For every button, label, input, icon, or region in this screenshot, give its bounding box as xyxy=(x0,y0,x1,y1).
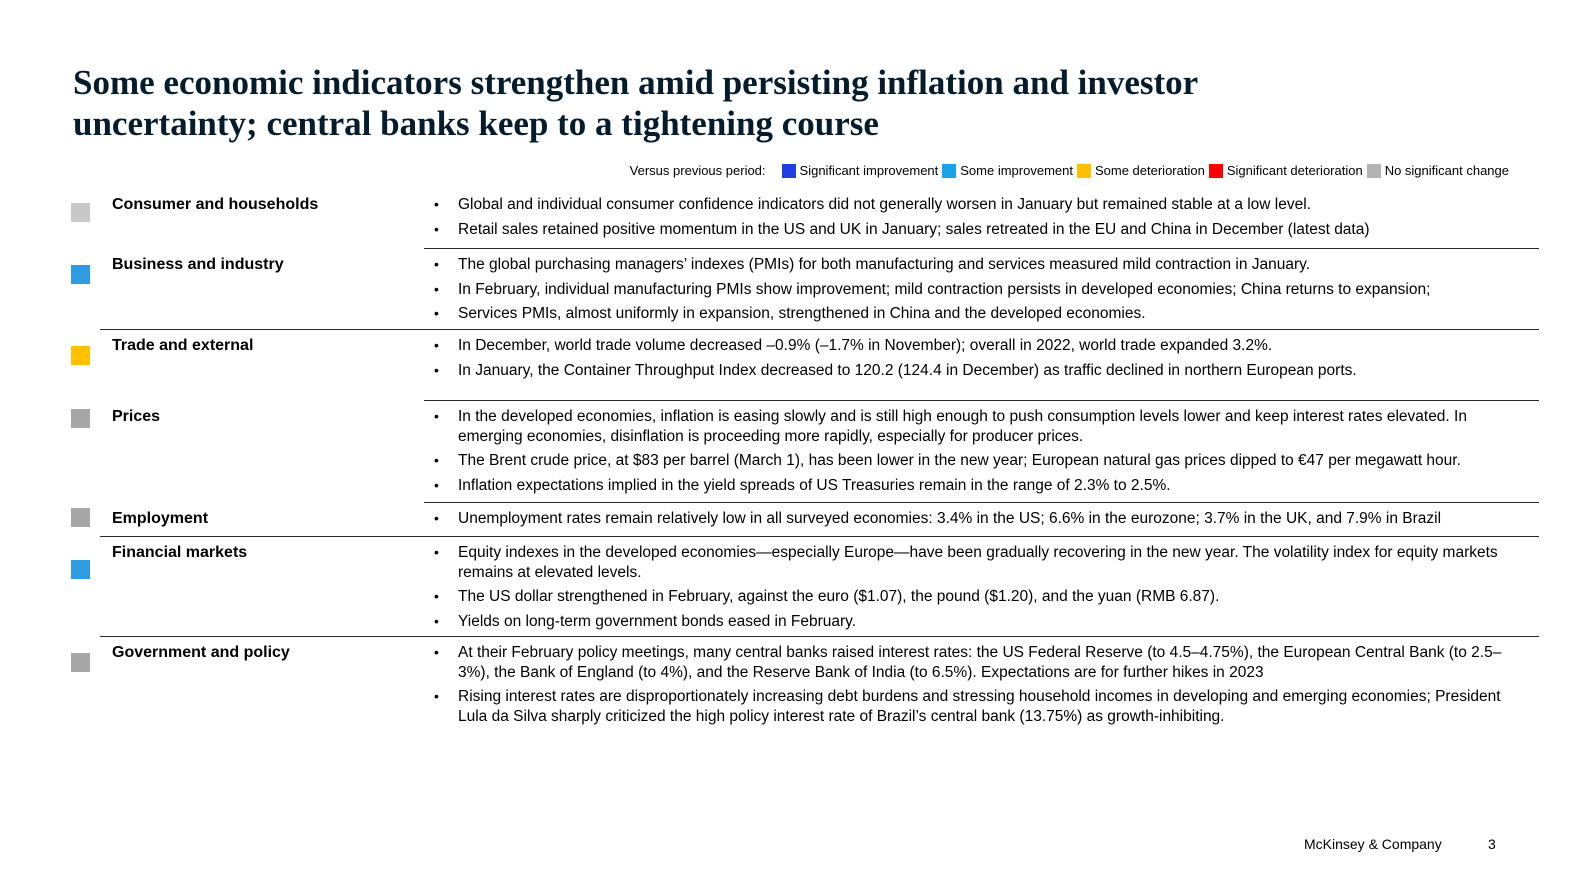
list-item: • Equity indexes in the developed economi… xyxy=(434,543,1524,582)
bullet-list: • The global purchasing managers’ indexes… xyxy=(434,255,1524,329)
bullet-list: • Equity indexes in the developed economi… xyxy=(434,543,1524,636)
category-label: Financial markets xyxy=(112,544,248,561)
bullet-icon: • xyxy=(434,196,439,212)
legend-label: Some deterioration xyxy=(1094,163,1205,178)
legend-label: Significant improvement xyxy=(799,163,939,178)
bullet-text: Rising interest rates are disproportiona… xyxy=(458,688,1501,725)
legend-swatch-icon xyxy=(1366,163,1381,178)
bullet-list: • In December, world trade volume decreas… xyxy=(434,336,1524,385)
bullet-icon: • xyxy=(434,544,439,560)
bullet-text: Retail sales retained positive momentum … xyxy=(458,220,1370,238)
bullet-icon: • xyxy=(434,408,439,424)
divider xyxy=(424,248,1539,249)
list-item: • Unemployment rates remain relatively lo… xyxy=(434,509,1524,529)
category-label: Consumer and households xyxy=(112,196,319,213)
bullet-icon: • xyxy=(434,688,439,704)
bullet-list: • At their February policy meetings, many… xyxy=(434,643,1524,731)
bullet-text: Inflation expectations implied in the yi… xyxy=(458,476,1171,494)
bullet-list: • In the developed economies, inflation i… xyxy=(434,407,1524,500)
list-item: • Rising interest rates are disproportion… xyxy=(434,687,1524,726)
status-indicator-icon xyxy=(71,409,90,428)
divider xyxy=(100,536,1539,537)
divider xyxy=(424,502,1539,503)
status-indicator-icon xyxy=(71,265,90,284)
bullet-icon: • xyxy=(434,337,439,353)
bullet-icon: • xyxy=(434,510,439,526)
bullet-icon: • xyxy=(434,452,439,468)
bullet-icon: • xyxy=(434,220,439,237)
title-line-1: Some economic indicators strengthen amid… xyxy=(73,63,1199,102)
bullet-text: The Brent crude price, at $83 per barrel… xyxy=(458,452,1461,469)
list-item: • In February, individual manufacturing P… xyxy=(434,280,1524,300)
status-indicator-icon xyxy=(71,653,90,672)
bullet-text: At their February policy meetings, many … xyxy=(458,644,1502,681)
status-indicator-icon xyxy=(71,203,90,222)
legend-swatch-icon xyxy=(781,163,796,178)
bullet-icon: • xyxy=(434,280,439,297)
footer-brand: McKinsey & Company xyxy=(1304,836,1442,852)
legend-swatch-icon xyxy=(1208,163,1223,178)
category-label: Prices xyxy=(112,408,161,425)
legend-lead: Versus previous period: xyxy=(629,163,766,178)
legend-item-some-improvement: Some improvement xyxy=(940,163,1073,178)
legend-label: Some improvement xyxy=(960,163,1073,178)
list-item: • Inflation expectations implied in the y… xyxy=(434,476,1524,496)
bullet-icon: • xyxy=(434,612,439,629)
list-item: • Global and individual consumer confiden… xyxy=(434,195,1524,215)
bullet-list: • Unemployment rates remain relatively lo… xyxy=(434,509,1524,534)
status-indicator-icon xyxy=(71,508,90,527)
bullet-icon: • xyxy=(434,361,439,378)
category-label: Trade and external xyxy=(112,337,254,354)
bullet-text: The US dollar strengthened in February, … xyxy=(458,588,1220,605)
legend: Versus previous period: Significant impr… xyxy=(630,163,1509,178)
bullet-text: Global and individual consumer confidenc… xyxy=(458,196,1311,213)
bullet-icon: • xyxy=(434,588,439,604)
divider xyxy=(424,400,1539,401)
list-item: • At their February policy meetings, many… xyxy=(434,643,1524,682)
bullet-text: Services PMIs, almost uniformly in expan… xyxy=(458,305,1146,322)
category-label: Business and industry xyxy=(112,256,284,273)
bullet-list: • Global and individual consumer confiden… xyxy=(434,195,1524,244)
page-title: Some economic indicators strengthen amid… xyxy=(73,62,1453,144)
list-item: • In the developed economies, inflation i… xyxy=(434,407,1524,446)
page-number: 3 xyxy=(1488,836,1496,852)
bullet-text: In February, individual manufacturing PM… xyxy=(458,280,1431,298)
list-item: • The US dollar strengthened in February,… xyxy=(434,587,1524,607)
bullet-text: In the developed economies, inflation is… xyxy=(458,408,1467,445)
legend-swatch-icon xyxy=(942,163,957,178)
status-indicator-icon xyxy=(71,346,90,365)
legend-swatch-icon xyxy=(1076,163,1091,178)
bullet-text: In December, world trade volume decrease… xyxy=(458,337,1273,354)
legend-item-no-significant-change: No significant change xyxy=(1365,163,1509,178)
list-item: • Yields on long-term government bonds ea… xyxy=(434,612,1524,632)
category-label: Government and policy xyxy=(112,644,290,661)
list-item: • Retail sales retained positive momentum… xyxy=(434,220,1524,240)
bullet-icon: • xyxy=(434,256,439,272)
divider xyxy=(100,329,1539,330)
category-label: Employment xyxy=(112,510,209,527)
bullet-icon: • xyxy=(434,476,439,493)
divider xyxy=(100,636,1539,637)
list-item: • In January, the Container Throughput In… xyxy=(434,361,1524,381)
legend-item-some-deterioration: Some deterioration xyxy=(1075,163,1205,178)
bullet-text: Yields on long-term government bonds eas… xyxy=(458,612,857,630)
bullet-text: In January, the Container Throughput Ind… xyxy=(458,361,1357,379)
list-item: • The Brent crude price, at $83 per barre… xyxy=(434,451,1524,471)
bullet-text: Unemployment rates remain relatively low… xyxy=(458,510,1442,527)
legend-item-significant-deterioration: Significant deterioration xyxy=(1207,163,1363,178)
bullet-icon: • xyxy=(434,644,439,660)
legend-label: No significant change xyxy=(1384,163,1509,178)
legend-item-significant-improvement: Significant improvement xyxy=(780,163,939,178)
bullet-text: Equity indexes in the developed economie… xyxy=(458,544,1498,581)
list-item: • The global purchasing managers’ indexes… xyxy=(434,255,1524,275)
list-item: • Services PMIs, almost uniformly in expa… xyxy=(434,304,1524,324)
bullet-text: The global purchasing managers’ indexes … xyxy=(458,256,1311,273)
list-item: • In December, world trade volume decreas… xyxy=(434,336,1524,356)
status-indicator-icon xyxy=(71,560,90,579)
title-line-2: uncertainty; central banks keep to a tig… xyxy=(73,104,879,143)
legend-label: Significant deterioration xyxy=(1226,163,1363,178)
bullet-icon: • xyxy=(434,305,439,321)
